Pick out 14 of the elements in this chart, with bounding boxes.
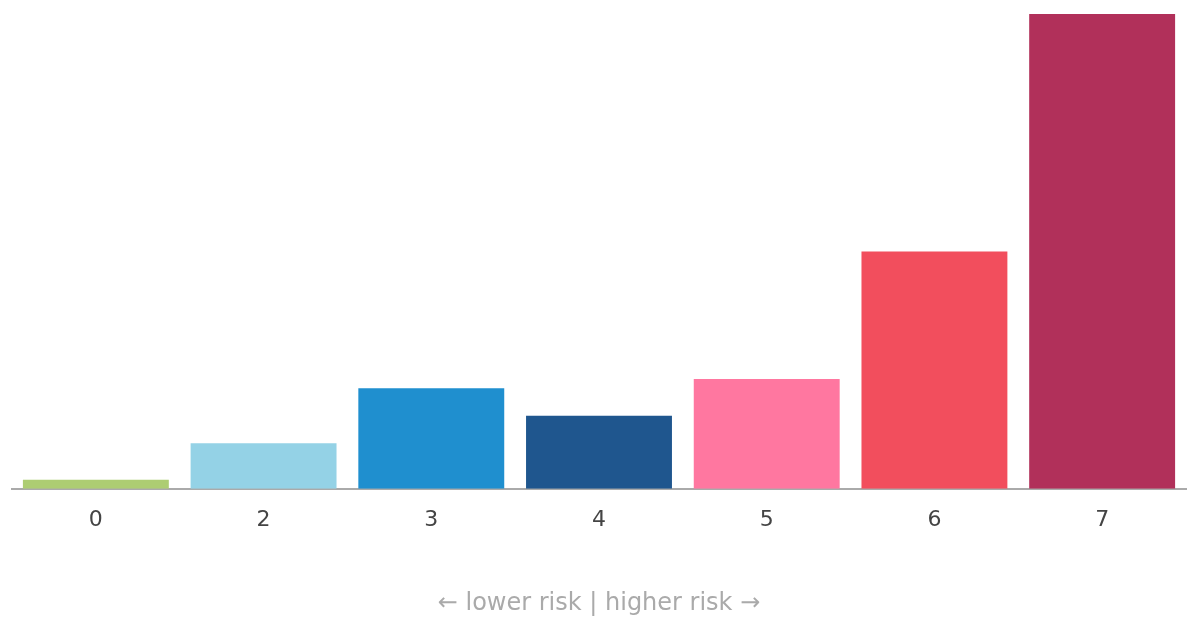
x-tick-label: 6 — [927, 505, 942, 531]
bar — [190, 443, 337, 489]
bar — [1029, 14, 1176, 489]
x-tick-label: 5 — [759, 505, 774, 531]
x-tick-label: 3 — [424, 505, 439, 531]
bar — [861, 251, 1008, 489]
bar — [526, 415, 672, 489]
x-tick-label: 4 — [592, 505, 606, 531]
x-tick-label: 7 — [1095, 505, 1110, 531]
bar — [358, 388, 505, 489]
x-tick-label: 0 — [88, 505, 103, 531]
x-axis-title: ← lower risk | higher risk → — [437, 587, 761, 616]
bar — [693, 379, 840, 489]
x-tick-label: 2 — [256, 505, 271, 531]
